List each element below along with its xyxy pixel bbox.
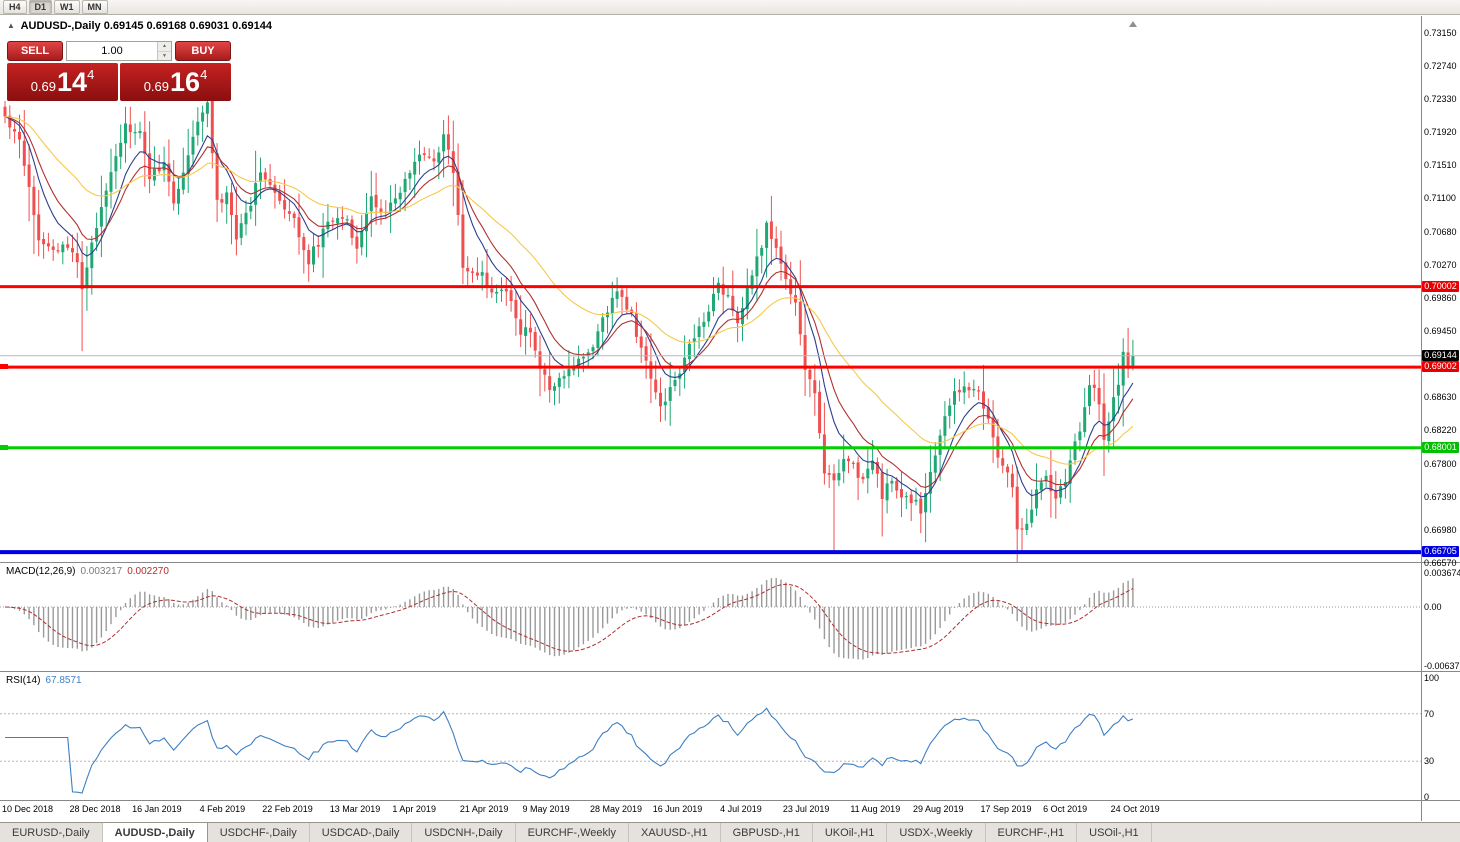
price-axis-label: 0.72740 — [1424, 61, 1457, 72]
price-axis-label: 0.66570 — [1424, 558, 1457, 568]
price-axis-label: 0.71100 — [1424, 193, 1456, 204]
price-axis-label: 0.70270 — [1424, 259, 1457, 270]
timeframe-button-h4[interactable]: H4 — [3, 0, 27, 14]
macd-axis-label: -0.006378 — [1424, 660, 1460, 671]
sell-price-display[interactable]: 0.69 14 4 — [7, 63, 118, 101]
chart-tab[interactable]: EURUSD-,Daily — [0, 823, 103, 842]
macd-axis-label: 0.003674 — [1424, 568, 1460, 578]
sell-price-point: 4 — [87, 67, 95, 82]
price-axis-label: 0.70680 — [1424, 226, 1457, 237]
price-axis-label: 0.73150 — [1424, 28, 1457, 38]
chart-tab[interactable]: EURCHF-,Weekly — [516, 823, 629, 842]
price-axis-label: 0.71920 — [1424, 127, 1457, 138]
rsi-name: RSI(14) — [6, 675, 41, 686]
date-axis-label: 23 Jul 2019 — [782, 804, 830, 814]
price-axis-label: 0.68630 — [1424, 392, 1457, 403]
spinner-up-icon[interactable]: ▲ — [158, 42, 171, 52]
macd-axis-label: 0.00 — [1424, 602, 1442, 612]
sell-price-pips: 14 — [57, 66, 88, 97]
date-axis-label: 6 Oct 2019 — [1043, 804, 1088, 814]
chart-tab[interactable]: USDX-,Weekly — [887, 823, 986, 842]
date-axis-label: 22 Feb 2019 — [262, 804, 313, 814]
price-line-badge: 0.70002 — [1422, 280, 1459, 292]
ohlc-values: 0.69145 0.69168 0.69031 0.69144 — [103, 20, 272, 32]
price-axis-label: 0.69450 — [1424, 326, 1457, 337]
chart-tab[interactable]: USDCAD-,Daily — [310, 823, 413, 842]
chart-tab[interactable]: AUDUSD-,Daily — [102, 823, 208, 842]
buy-button[interactable]: BUY — [175, 41, 231, 61]
timeframe-button-d1[interactable]: D1 — [28, 0, 53, 14]
timeframe-toolbar: H4 D1 W1 MN — [0, 0, 1460, 15]
date-axis-label: 4 Jul 2019 — [720, 804, 762, 814]
chart-tab[interactable]: EURCHF-,H1 — [986, 823, 1078, 842]
volume-spinner[interactable]: ▲ ▼ — [157, 42, 171, 60]
chart-tab[interactable]: GBPUSD-,H1 — [721, 823, 813, 842]
price-line-badge: 0.68001 — [1422, 441, 1459, 453]
date-axis-label: 16 Jun 2019 — [652, 804, 703, 814]
price-line-badge: 0.69002 — [1422, 361, 1459, 373]
timeframe-button-mn[interactable]: MN — [81, 0, 108, 14]
date-axis-label: 16 Jan 2019 — [132, 804, 182, 814]
hline-left-marker[interactable] — [0, 444, 8, 450]
date-axis-label: 9 May 2019 — [522, 804, 570, 814]
buy-price-point: 4 — [200, 67, 208, 82]
volume-input[interactable]: 1.00 ▲ ▼ — [66, 41, 172, 61]
price-axis-label: 0.72330 — [1424, 94, 1457, 105]
buy-price-pips: 16 — [170, 66, 201, 97]
price-axis-label: 0.71510 — [1424, 160, 1457, 171]
date-axis-label: 13 Mar 2019 — [329, 804, 381, 814]
price-line-badge: 0.66705 — [1422, 546, 1459, 558]
price-axis-label: 0.67800 — [1424, 458, 1457, 469]
sell-button[interactable]: SELL — [7, 41, 63, 61]
rsi-axis-label: 70 — [1424, 708, 1435, 719]
rsi-axis-label: 100 — [1424, 673, 1440, 683]
date-axis-label: 17 Sep 2019 — [980, 804, 1032, 814]
date-axis-label: 24 Oct 2019 — [1110, 804, 1160, 814]
date-axis-label: 21 Apr 2019 — [459, 804, 509, 814]
hline-left-marker[interactable] — [0, 364, 8, 370]
date-axis-label: 11 Aug 2019 — [850, 804, 901, 814]
macd-name: MACD(12,26,9) — [6, 566, 76, 577]
chart-title: ▲ AUDUSD-,Daily 0.69145 0.69168 0.69031 … — [7, 20, 272, 32]
current-price-badge: 0.69144 — [1422, 349, 1459, 361]
price-axis-label: 0.67390 — [1424, 491, 1457, 502]
timeframe-button-w1[interactable]: W1 — [54, 0, 80, 14]
buy-price-display[interactable]: 0.69 16 4 — [120, 63, 231, 101]
macd-indicator-label: MACD(12,26,9) 0.003217 0.002270 — [6, 566, 174, 577]
chart-tab[interactable]: USOil-,H1 — [1077, 823, 1152, 842]
rsi-axis-label: 30 — [1424, 756, 1435, 767]
chart-tab[interactable]: USDCHF-,Daily — [208, 823, 310, 842]
chart-icon: ▲ — [7, 21, 15, 30]
chart-tab[interactable]: USDCNH-,Daily — [412, 823, 516, 842]
chart-tab[interactable]: XAUUSD-,H1 — [629, 823, 721, 842]
price-axis-label: 0.66980 — [1424, 524, 1457, 535]
spinner-down-icon[interactable]: ▼ — [158, 51, 171, 60]
volume-value[interactable]: 1.00 — [101, 45, 123, 57]
date-axis-label: 1 Apr 2019 — [392, 804, 436, 814]
date-axis-label: 28 May 2019 — [590, 804, 643, 814]
macd-signal-value: 0.002270 — [127, 566, 169, 577]
macd-main-value: 0.003217 — [80, 566, 123, 577]
rsi-axis-label: 0 — [1424, 792, 1430, 802]
symbol-name: AUDUSD-,Daily — [20, 20, 101, 32]
date-axis-label: 28 Dec 2018 — [69, 804, 121, 814]
price-axis-label: 0.68220 — [1424, 425, 1457, 436]
buy-price-prefix: 0.69 — [143, 79, 170, 94]
chart-tab[interactable]: UKOil-,H1 — [813, 823, 888, 842]
date-axis-label: 29 Aug 2019 — [912, 804, 964, 814]
one-click-trading-panel: SELL 1.00 ▲ ▼ BUY 0.69 14 4 0.69 16 4 — [7, 41, 231, 101]
date-axis-label: 10 Dec 2018 — [2, 804, 54, 814]
timeframe-buttons: H4 D1 W1 MN — [3, 0, 108, 14]
rsi-value: 67.8571 — [45, 675, 82, 686]
price-axis-label: 0.69860 — [1424, 293, 1457, 303]
date-axis-label: 4 Feb 2019 — [199, 804, 246, 814]
rsi-indicator-label: RSI(14) 67.8571 — [6, 675, 87, 686]
sell-price-prefix: 0.69 — [30, 79, 57, 94]
chart-tabs-bar: EURUSD-,Daily AUDUSD-,Daily USDCHF-,Daily U… — [0, 822, 1460, 842]
